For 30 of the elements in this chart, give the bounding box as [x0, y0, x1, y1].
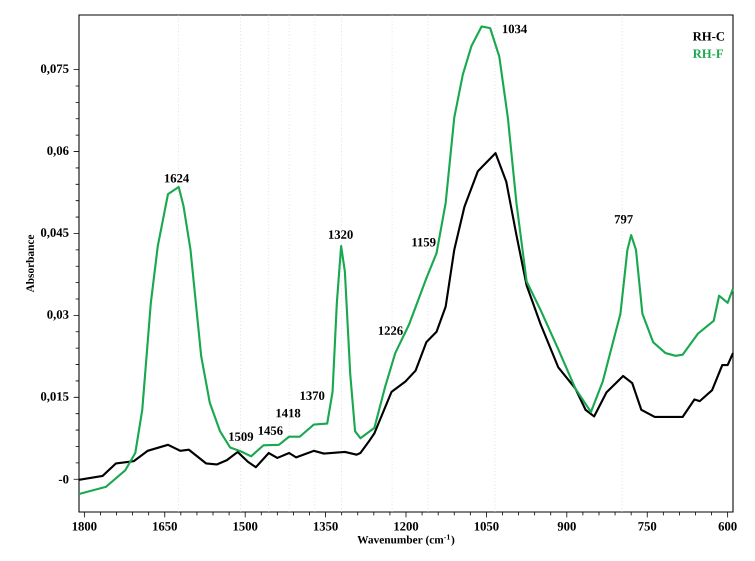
- annotation: 1456: [258, 426, 283, 435]
- annotation: 1320: [328, 230, 353, 239]
- y-tick-label: 0,06: [47, 146, 69, 157]
- annotation: 1159: [412, 238, 436, 246]
- x-tick-label: 900: [558, 522, 576, 531]
- annotation: 1624: [164, 174, 189, 183]
- x-tick-label: 1200: [394, 522, 418, 531]
- x-tick-label: 1350: [314, 522, 338, 531]
- y-axis-title: Absorbance: [26, 234, 34, 292]
- annotation: 1034: [502, 24, 527, 34]
- text: RH-C: [692, 32, 724, 41]
- x-tick-label: 1800: [72, 522, 97, 531]
- annotation: 1226: [378, 326, 403, 335]
- y-tick-label: 0,015: [40, 392, 68, 403]
- annotation: 1418: [276, 408, 300, 418]
- y-tick-label: 0,075: [40, 64, 68, 75]
- y-tick-label: 0,03: [47, 310, 69, 321]
- x-tick-label: 600: [718, 522, 737, 531]
- x-tick-label: 750: [638, 522, 656, 531]
- line-series: [78, 25, 734, 496]
- x-axis-title: Wavenumber (cm$^{-1}$): [357, 534, 454, 546]
- annotation: 1509: [229, 432, 254, 441]
- x-tick-label: 1500: [234, 522, 258, 531]
- annotation: 1370: [300, 391, 324, 400]
- text: RH-F: [692, 50, 723, 58]
- x-tick-label: 1650: [153, 522, 177, 531]
- x-tick-label: 1050: [474, 522, 499, 531]
- y-tick-label: -0: [58, 474, 68, 484]
- annotation: 797: [614, 215, 633, 224]
- y-tick-label: 0,045: [40, 228, 68, 239]
